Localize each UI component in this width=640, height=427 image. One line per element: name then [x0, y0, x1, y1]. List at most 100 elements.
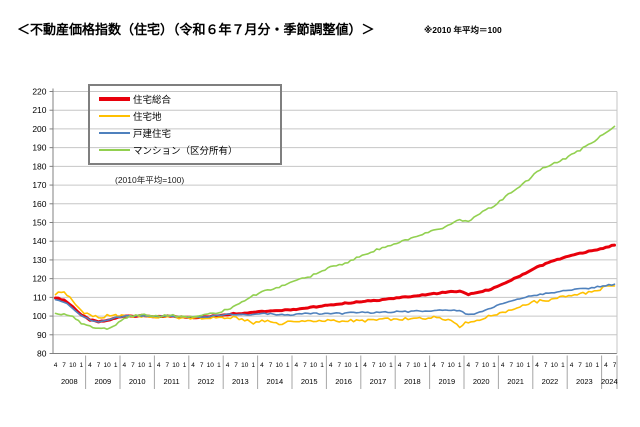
- y-tick-label-220: 220: [32, 87, 46, 97]
- x-year-label-2013: 2013: [232, 377, 249, 386]
- x-month-label: 1: [423, 362, 427, 369]
- series-line-3: [54, 125, 616, 330]
- legend-item-3: マンション（区分所有）: [99, 143, 276, 157]
- x-year-label-2017: 2017: [370, 377, 387, 386]
- x-month-label: 10: [207, 362, 215, 369]
- x-month-label: 10: [310, 362, 318, 369]
- y-tick-label-210: 210: [32, 105, 46, 115]
- legend-subnote: (2010年平均=100): [115, 175, 185, 185]
- series-line-0: [54, 243, 616, 324]
- legend-label-3: マンション（区分所有）: [133, 145, 238, 157]
- x-month-label: 4: [501, 362, 505, 369]
- x-month-label: 4: [570, 362, 574, 369]
- x-month-label: 1: [492, 362, 496, 369]
- x-month-label: 4: [466, 362, 470, 369]
- x-month-label: 7: [269, 362, 273, 369]
- x-year-label-2019: 2019: [438, 377, 455, 386]
- legend-swatch-2: [99, 131, 130, 134]
- x-month-label: 7: [234, 362, 238, 369]
- x-month-label: 10: [241, 362, 249, 369]
- x-month-label: 7: [613, 362, 617, 369]
- y-tick-label-180: 180: [32, 161, 46, 171]
- x-month-label: 10: [172, 362, 180, 369]
- x-year-label-2020: 2020: [473, 377, 490, 386]
- x-month-label: 10: [516, 362, 524, 369]
- x-month-label: 10: [413, 362, 421, 369]
- x-month-label: 7: [337, 362, 341, 369]
- x-month-label: 10: [103, 362, 111, 369]
- x-month-label: 4: [363, 362, 367, 369]
- x-month-label: 4: [329, 362, 333, 369]
- x-year-label-2023: 2023: [576, 377, 593, 386]
- x-month-label: 1: [527, 362, 531, 369]
- x-month-label: 4: [260, 362, 264, 369]
- y-tick-label-200: 200: [32, 124, 46, 134]
- x-month-label: 10: [585, 362, 593, 369]
- x-month-label: 7: [509, 362, 513, 369]
- y-tick-label-150: 150: [32, 218, 46, 228]
- legend-label-0: 住宅総合: [133, 95, 172, 107]
- x-month-label: 4: [398, 362, 402, 369]
- x-year-label-2012: 2012: [198, 377, 215, 386]
- x-month-label: 10: [379, 362, 387, 369]
- x-month-label: 1: [79, 362, 83, 369]
- x-year-label-2015: 2015: [301, 377, 318, 386]
- x-year-label-2008: 2008: [61, 377, 78, 386]
- x-year-label-2010: 2010: [129, 377, 146, 386]
- legend-swatch-0: [99, 97, 130, 102]
- x-year-label-2009: 2009: [94, 377, 111, 386]
- x-month-label: 10: [551, 362, 559, 369]
- x-month-label: 1: [148, 362, 152, 369]
- x-month-label: 4: [294, 362, 298, 369]
- y-tick-label-120: 120: [32, 274, 46, 284]
- x-month-label: 10: [482, 362, 490, 369]
- x-month-label: 7: [406, 362, 410, 369]
- x-month-label: 4: [157, 362, 161, 369]
- x-month-label: 7: [303, 362, 307, 369]
- x-month-label: 1: [286, 362, 290, 369]
- legend-swatch-3: [99, 148, 130, 151]
- x-month-label: 7: [578, 362, 582, 369]
- x-month-label: 1: [114, 362, 118, 369]
- x-month-label: 4: [88, 362, 92, 369]
- x-year-label-2021: 2021: [507, 377, 524, 386]
- x-month-label: 4: [122, 362, 126, 369]
- average-base-note: ※2010 年平均＝100: [424, 25, 502, 35]
- x-month-label: 7: [441, 362, 445, 369]
- x-year-label-2024: 2024: [601, 377, 618, 386]
- y-tick-label-160: 160: [32, 199, 46, 209]
- page-title: ＜不動産価格指数（住宅）（令和６年７月分・季節調整値）＞: [17, 22, 375, 37]
- legend-label-1: 住宅地: [133, 112, 162, 124]
- x-year-label-2014: 2014: [266, 377, 283, 386]
- x-month-label: 7: [165, 362, 169, 369]
- x-month-label: 10: [344, 362, 352, 369]
- x-month-label: 7: [200, 362, 204, 369]
- x-year-label-2011: 2011: [164, 377, 180, 386]
- x-month-label: 4: [604, 362, 608, 369]
- x-year-label-2016: 2016: [335, 377, 352, 386]
- x-month-label: 7: [475, 362, 479, 369]
- x-month-label: 1: [217, 362, 221, 369]
- x-month-label: 10: [69, 362, 77, 369]
- x-month-label: 7: [544, 362, 548, 369]
- y-tick-label-80: 80: [37, 349, 47, 359]
- x-month-label: 1: [458, 362, 462, 369]
- x-month-label: 7: [62, 362, 66, 369]
- x-month-label: 4: [432, 362, 436, 369]
- legend-item-1: 住宅地: [99, 109, 276, 123]
- legend-swatch-1: [99, 115, 130, 118]
- chart-legend: 住宅総合住宅地戸建住宅マンション（区分所有）: [88, 84, 282, 165]
- legend-item-2: 戸建住宅: [99, 126, 276, 140]
- y-tick-label-170: 170: [32, 180, 46, 190]
- y-tick-label-110: 110: [33, 292, 47, 302]
- x-month-label: 1: [320, 362, 324, 369]
- x-month-label: 7: [131, 362, 135, 369]
- x-month-label: 1: [355, 362, 359, 369]
- x-month-label: 10: [447, 362, 455, 369]
- series-line-1: [54, 285, 616, 329]
- y-tick-label-100: 100: [32, 311, 46, 321]
- y-tick-label-190: 190: [32, 143, 46, 153]
- legend-label-2: 戸建住宅: [133, 128, 172, 140]
